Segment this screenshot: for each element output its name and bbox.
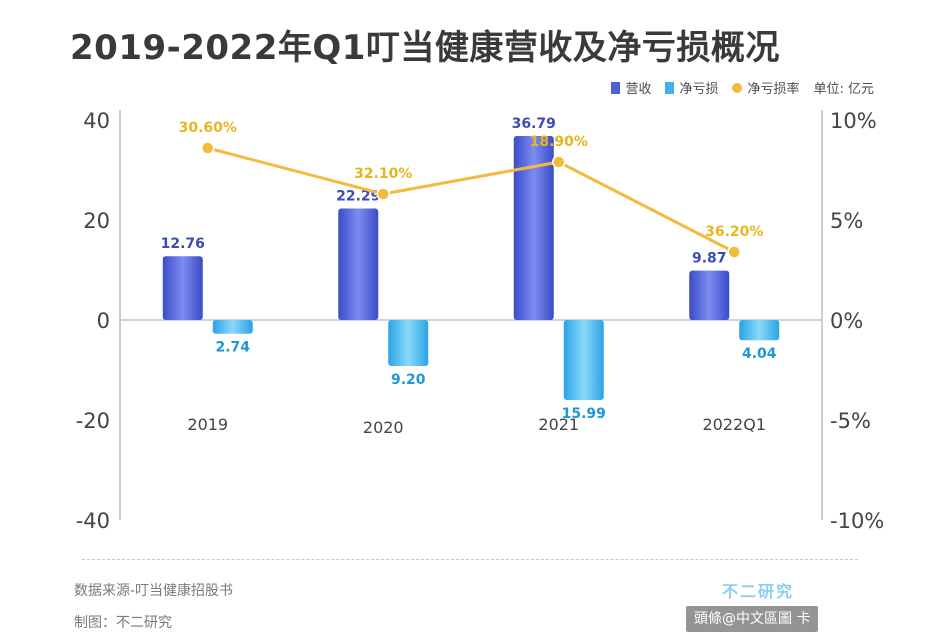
y-left-tick-label: 0 xyxy=(97,309,110,333)
x-category-label: 2021 xyxy=(538,415,579,434)
chart-title: 2019-2022年Q1叮当健康营收及净亏损概况 xyxy=(70,28,780,68)
net-loss-data-label: 4.04 xyxy=(742,346,777,362)
y-right-tick-label: 10% xyxy=(830,109,877,133)
net-loss-bar xyxy=(212,320,253,334)
revenue-data-label: 36.79 xyxy=(512,116,556,132)
net-loss-data-label: 15.99 xyxy=(562,406,606,422)
legend-swatch-loss-rate xyxy=(732,82,743,93)
y-right-tick-label: 5% xyxy=(830,209,863,233)
unit-label: 单位: 亿元 xyxy=(813,82,874,97)
loss-rate-point xyxy=(376,187,390,201)
legend-item-loss-rate: 净亏损率 xyxy=(732,78,799,97)
loss-rate-point xyxy=(552,155,566,169)
legend-swatch-net-loss xyxy=(665,81,675,94)
y-right-tick-label: -5% xyxy=(830,409,871,433)
legend-label-loss-rate: 净亏损率 xyxy=(747,82,800,97)
y-left-tick-label: 20 xyxy=(83,209,110,233)
revenue-bar xyxy=(513,136,554,320)
loss-rate-data-label: 36.20% xyxy=(705,224,763,240)
data-source: 数据来源-叮当健康招股书 xyxy=(74,583,234,599)
revenue-bar xyxy=(338,208,379,320)
net-loss-data-label: 2.74 xyxy=(215,340,250,356)
watermark-caption: 頭條@中文區圖 卡 xyxy=(686,606,819,632)
revenue-data-label: 22.29 xyxy=(336,189,380,205)
loss-rate-point xyxy=(727,245,741,259)
legend-label-net-loss: 净亏损 xyxy=(679,82,719,97)
x-category-label: 2022Q1 xyxy=(703,415,767,434)
y-left-tick-label: -40 xyxy=(76,509,110,533)
legend-item-revenue: 营收 xyxy=(611,78,651,97)
legend-label-revenue: 营收 xyxy=(625,82,652,97)
net-loss-bar xyxy=(739,320,780,341)
legend: 营收 净亏损 净亏损率 单位: 亿元 xyxy=(611,78,874,97)
x-category-label: 2019 xyxy=(187,415,228,434)
legend-swatch-revenue xyxy=(611,81,621,94)
chart-author: 制图：不二研究 xyxy=(74,615,172,631)
y-left-tick-label: -20 xyxy=(76,409,110,433)
loss-rate-line xyxy=(207,146,735,254)
revenue-bar xyxy=(689,270,730,320)
loss-rate-point xyxy=(201,141,215,155)
net-loss-bar xyxy=(388,320,429,366)
y-left-tick-label: 40 xyxy=(83,109,110,133)
brand-logo-text: 不二研究 xyxy=(722,582,795,601)
legend-item-net-loss: 净亏损 xyxy=(665,78,718,97)
y-right-tick-label: 0% xyxy=(830,309,863,333)
y-right-tick-label: -10% xyxy=(830,509,884,533)
net-loss-bar xyxy=(563,320,604,400)
revenue-bar xyxy=(162,256,203,320)
footer-divider xyxy=(82,559,858,560)
loss-rate-data-label: 32.10% xyxy=(354,166,412,182)
revenue-data-label: 9.87 xyxy=(692,251,727,267)
loss-rate-data-label: 30.60% xyxy=(179,120,237,136)
x-category-label: 2020 xyxy=(363,418,404,437)
net-loss-data-label: 9.20 xyxy=(391,372,426,388)
revenue-data-label: 12.76 xyxy=(161,236,205,252)
loss-rate-data-label: 18.90% xyxy=(530,134,588,150)
